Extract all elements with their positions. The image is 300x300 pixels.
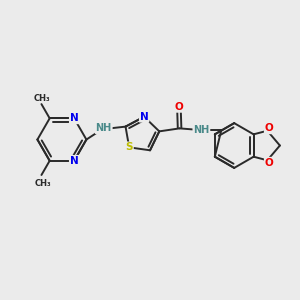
Text: NH: NH xyxy=(193,125,209,135)
Text: N: N xyxy=(70,156,79,166)
Text: CH₃: CH₃ xyxy=(34,178,51,188)
Text: O: O xyxy=(265,123,274,134)
Text: CH₃: CH₃ xyxy=(33,94,50,103)
Text: O: O xyxy=(175,102,183,112)
Text: N: N xyxy=(70,113,79,123)
Text: S: S xyxy=(125,142,133,152)
Text: O: O xyxy=(265,158,274,168)
Text: N: N xyxy=(140,112,148,122)
Text: NH: NH xyxy=(96,123,112,133)
